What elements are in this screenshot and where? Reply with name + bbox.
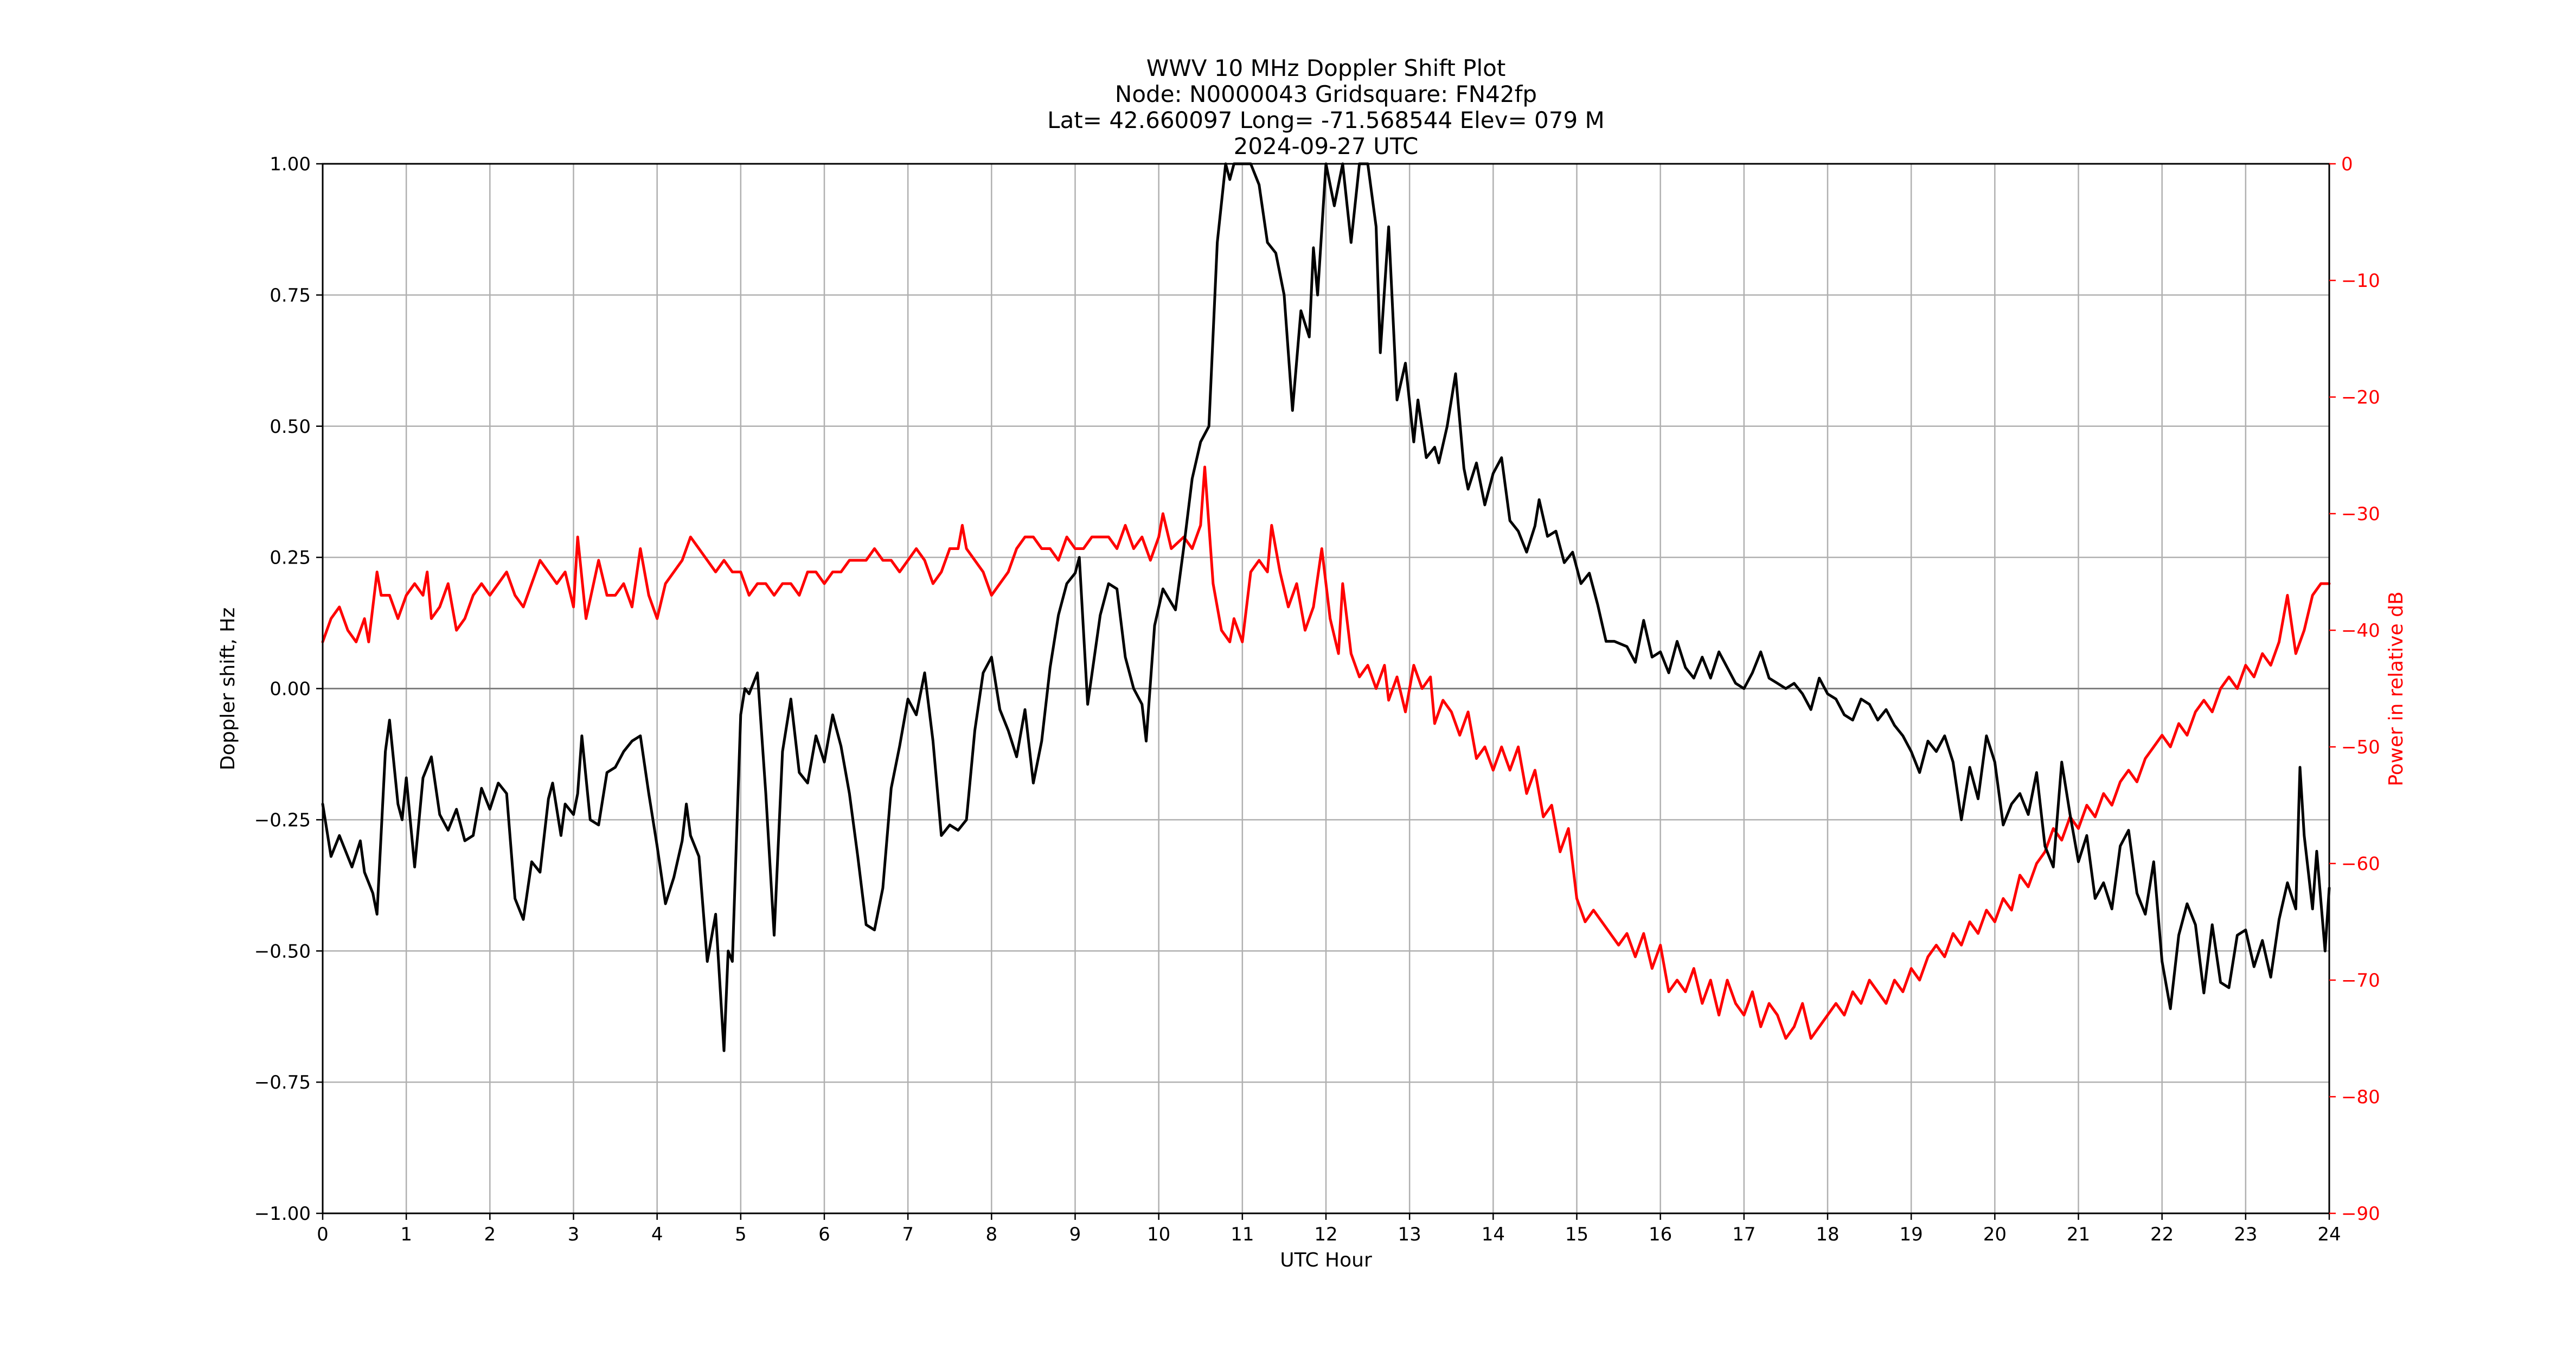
y-tick-label: −1.00 [254, 1203, 311, 1225]
x-tick-label: 19 [1900, 1224, 1923, 1245]
title-line-4: 2024-09-27 UTC [1234, 133, 1419, 159]
x-tick-label: 8 [986, 1224, 998, 1245]
x-tick-label: 9 [1069, 1224, 1081, 1245]
x-tick-label: 13 [1398, 1224, 1421, 1245]
doppler-series-line [321, 162, 2331, 1052]
chart-title: WWV 10 MHz Doppler Shift Plot Node: N000… [1047, 55, 1605, 159]
x-tick-label: 21 [2067, 1224, 2090, 1245]
y-axis-ticks: 1.00 0.75 0.50 0.25 0.00 −0.25 −0.50 −0.75 −1.00 [254, 153, 323, 1225]
y2-tick-label: −80 [2341, 1086, 2380, 1108]
x-tick-label: 17 [1732, 1224, 1755, 1245]
x-tick-label: 23 [2234, 1224, 2257, 1245]
title-line-2: Node: N0000043 Gridsquare: FN42fp [1115, 81, 1537, 107]
y-tick-label: 0.75 [270, 285, 311, 306]
x-tick-label: 5 [735, 1224, 747, 1245]
x-axis-label: UTC Hour [1280, 1249, 1372, 1271]
y-tick-label: −0.75 [254, 1072, 311, 1093]
y-tick-label: 0.00 [270, 679, 311, 700]
title-line-1: WWV 10 MHz Doppler Shift Plot [1146, 55, 1506, 81]
y2-tick-label: −20 [2341, 387, 2380, 408]
series-lines [321, 162, 2331, 1052]
x-tick-label: 1 [400, 1224, 412, 1245]
x-tick-label: 15 [1565, 1224, 1588, 1245]
x-tick-label: 3 [568, 1224, 580, 1245]
y2-tick-label: −40 [2341, 620, 2380, 642]
y2-tick-label: −70 [2341, 970, 2380, 992]
y-tick-label: −0.50 [254, 941, 311, 962]
y-tick-label: −0.25 [254, 809, 311, 831]
x-tick-label: 24 [2317, 1224, 2341, 1245]
x-tick-label: 6 [818, 1224, 830, 1245]
y2-axis-ticks: 0 −10 −20 −30 −40 −50 −60 −70 −80 −90 [2329, 153, 2380, 1225]
x-tick-label: 14 [1482, 1224, 1505, 1245]
x-tick-label: 18 [1816, 1224, 1839, 1245]
y-tick-label: 0.50 [270, 416, 311, 438]
x-tick-label: 2 [484, 1224, 496, 1245]
x-tick-label: 11 [1231, 1224, 1254, 1245]
x-tick-label: 16 [1649, 1224, 1672, 1245]
x-tick-label: 12 [1314, 1224, 1337, 1245]
y2-tick-label: −60 [2341, 853, 2380, 875]
y-tick-label: 0.25 [270, 547, 311, 569]
x-tick-label: 20 [1983, 1224, 2007, 1245]
power-series-line [321, 465, 2331, 1040]
x-axis-ticks: 0 1 2 3 4 5 6 7 8 9 10 11 12 13 14 15 16 17 18 19 20 21 22 23 24 [317, 1213, 2341, 1245]
x-tick-label: 7 [902, 1224, 914, 1245]
y2-axis-label: Power in relative dB [2385, 591, 2407, 786]
y2-tick-label: −90 [2341, 1203, 2380, 1225]
x-tick-label: 4 [651, 1224, 663, 1245]
y2-tick-label: 0 [2341, 153, 2353, 175]
y2-tick-label: −10 [2341, 270, 2380, 292]
x-tick-label: 10 [1147, 1224, 1170, 1245]
title-line-3: Lat= 42.660097 Long= -71.568544 Elev= 07… [1047, 107, 1605, 133]
y-axis-label: Doppler shift, Hz [217, 607, 239, 770]
x-tick-label: 22 [2150, 1224, 2174, 1245]
y2-tick-label: −50 [2341, 737, 2380, 758]
y2-tick-label: −30 [2341, 503, 2380, 525]
x-tick-label: 0 [317, 1224, 329, 1245]
y-tick-label: 1.00 [270, 153, 311, 175]
